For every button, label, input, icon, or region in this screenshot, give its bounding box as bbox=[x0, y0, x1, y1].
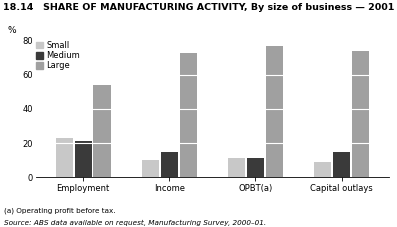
Bar bbox=[247, 158, 264, 177]
Bar bbox=[333, 152, 350, 177]
Bar bbox=[56, 138, 73, 177]
Text: Source: ABS data available on request, Manufacturing Survey, 2000–01.: Source: ABS data available on request, M… bbox=[4, 220, 266, 226]
Bar bbox=[161, 152, 178, 177]
Legend: Small, Medium, Large: Small, Medium, Large bbox=[36, 41, 80, 70]
Bar bbox=[75, 141, 92, 177]
Bar bbox=[180, 53, 197, 177]
Bar bbox=[266, 46, 283, 177]
Bar bbox=[142, 160, 159, 177]
Text: %: % bbox=[8, 26, 16, 35]
Text: 18.14   SHARE OF MANUFACTURING ACTIVITY, By size of business — 2001: 18.14 SHARE OF MANUFACTURING ACTIVITY, B… bbox=[3, 3, 394, 12]
Bar bbox=[352, 51, 369, 177]
Bar bbox=[228, 158, 245, 177]
Text: (a) Operating profit before tax.: (a) Operating profit before tax. bbox=[4, 208, 116, 214]
Bar bbox=[314, 162, 331, 177]
Bar bbox=[93, 85, 111, 177]
